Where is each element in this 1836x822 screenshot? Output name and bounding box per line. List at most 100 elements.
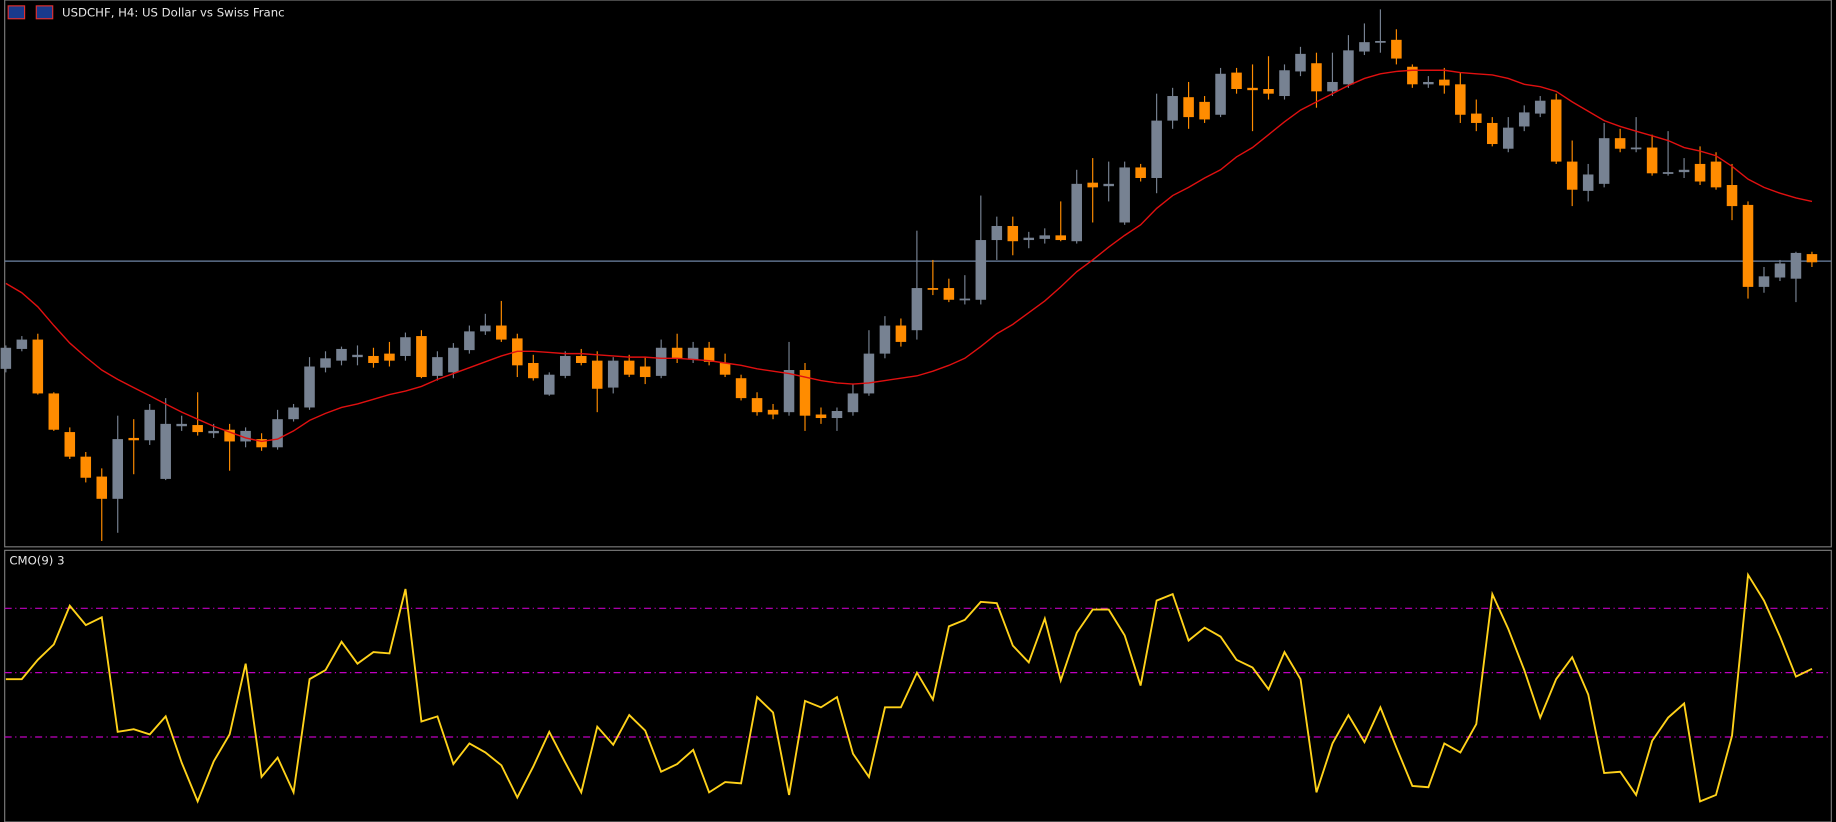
- candle-body: [655, 347, 667, 376]
- candle-body: [639, 366, 651, 378]
- candle-body: [1215, 73, 1226, 115]
- candle-body: [176, 423, 187, 427]
- candle-body: [719, 362, 731, 375]
- candle-body: [623, 360, 635, 375]
- candle-body: [607, 360, 619, 388]
- candle-body: [528, 362, 539, 379]
- candle-body: [64, 432, 76, 457]
- candle-body: [1710, 161, 1722, 188]
- candle-body: [352, 354, 363, 358]
- candle-body: [1407, 66, 1418, 85]
- candle-body: [1039, 235, 1051, 239]
- candle-body: [1231, 72, 1242, 89]
- candle-body: [208, 430, 219, 434]
- candle-body: [975, 240, 987, 300]
- candle-body: [384, 353, 395, 361]
- candle-body: [0, 347, 12, 369]
- candle-body: [1279, 70, 1290, 97]
- candle-body: [1295, 53, 1306, 72]
- chart-title: USDCHF, H4: US Dollar vs Swiss Franc: [62, 5, 284, 19]
- candle-body: [400, 337, 411, 356]
- candle-body: [863, 353, 875, 394]
- candle-body: [144, 409, 155, 441]
- candle-body: [1566, 161, 1578, 190]
- candle-body: [879, 325, 891, 354]
- candle-body: [32, 339, 44, 394]
- candle-body: [1375, 40, 1386, 43]
- candle-body: [480, 325, 491, 332]
- candle-body: [16, 339, 28, 349]
- candle-body: [1630, 147, 1642, 150]
- candle-body: [1439, 79, 1450, 86]
- candle-body: [1311, 63, 1322, 92]
- candle-body: [1327, 81, 1338, 92]
- candle-body: [1135, 167, 1146, 178]
- candle-body: [1487, 122, 1498, 145]
- icon: [7, 5, 26, 20]
- candle-body: [943, 288, 955, 300]
- moving-average: [5, 69, 1813, 443]
- candle-body: [1151, 120, 1162, 178]
- candle-body: [1087, 182, 1098, 188]
- candle-body: [1359, 42, 1370, 52]
- candle-body: [1423, 81, 1434, 85]
- candle-body: [464, 331, 475, 351]
- candle-body: [1023, 237, 1035, 241]
- candle-body: [1758, 276, 1770, 287]
- candle-body: [991, 225, 1003, 241]
- candle-body: [1662, 172, 1674, 174]
- candle-body: [1455, 84, 1466, 115]
- candle-body: [687, 347, 699, 360]
- candle-body: [448, 347, 459, 373]
- candle-body: [1247, 87, 1258, 91]
- candle-body: [80, 456, 92, 478]
- candle-body: [671, 347, 683, 359]
- candle-body: [368, 355, 379, 363]
- candle-body: [1119, 167, 1130, 223]
- candle-body: [847, 393, 859, 413]
- candle-body: [783, 370, 795, 413]
- candle-body: [959, 298, 971, 301]
- candle-body: [240, 430, 251, 442]
- candle-body: [1694, 163, 1706, 182]
- icon: [35, 5, 54, 20]
- candle-body: [96, 476, 108, 499]
- candle-body: [48, 393, 60, 430]
- candle-body: [1167, 96, 1178, 121]
- candle-body: [224, 429, 235, 442]
- candle-body: [192, 425, 203, 433]
- candle-body: [336, 348, 347, 361]
- candle-body: [831, 411, 843, 419]
- candle-body: [1598, 138, 1610, 184]
- candle-body: [1199, 101, 1210, 120]
- candle-body: [735, 378, 747, 399]
- candle-body: [1183, 97, 1194, 118]
- candle-body: [1582, 174, 1594, 191]
- candle-body: [256, 439, 267, 448]
- candle-body: [544, 374, 555, 395]
- candle-body: [1343, 50, 1354, 85]
- candle-body: [272, 419, 283, 448]
- candle-body: [1518, 112, 1530, 127]
- candle-body: [815, 414, 827, 419]
- candle-body: [1534, 100, 1546, 114]
- candle-body: [304, 366, 315, 408]
- candle-body: [1614, 138, 1626, 149]
- candle-body: [767, 409, 779, 415]
- indicator-line: [5, 571, 1813, 804]
- candle-body: [1774, 263, 1786, 278]
- candle-body: [1726, 185, 1738, 207]
- candle-body: [575, 355, 587, 363]
- candle-body: [911, 288, 923, 331]
- candle-body: [288, 407, 299, 420]
- candle-body: [927, 288, 939, 290]
- candle-body: [1742, 204, 1754, 287]
- candle-body: [496, 325, 507, 340]
- candle-body: [1550, 99, 1562, 162]
- candle-body: [128, 437, 139, 441]
- candle-body: [112, 439, 124, 499]
- candle-body: [1471, 113, 1482, 123]
- candle-body: [1646, 147, 1658, 174]
- candle-body: [416, 336, 427, 378]
